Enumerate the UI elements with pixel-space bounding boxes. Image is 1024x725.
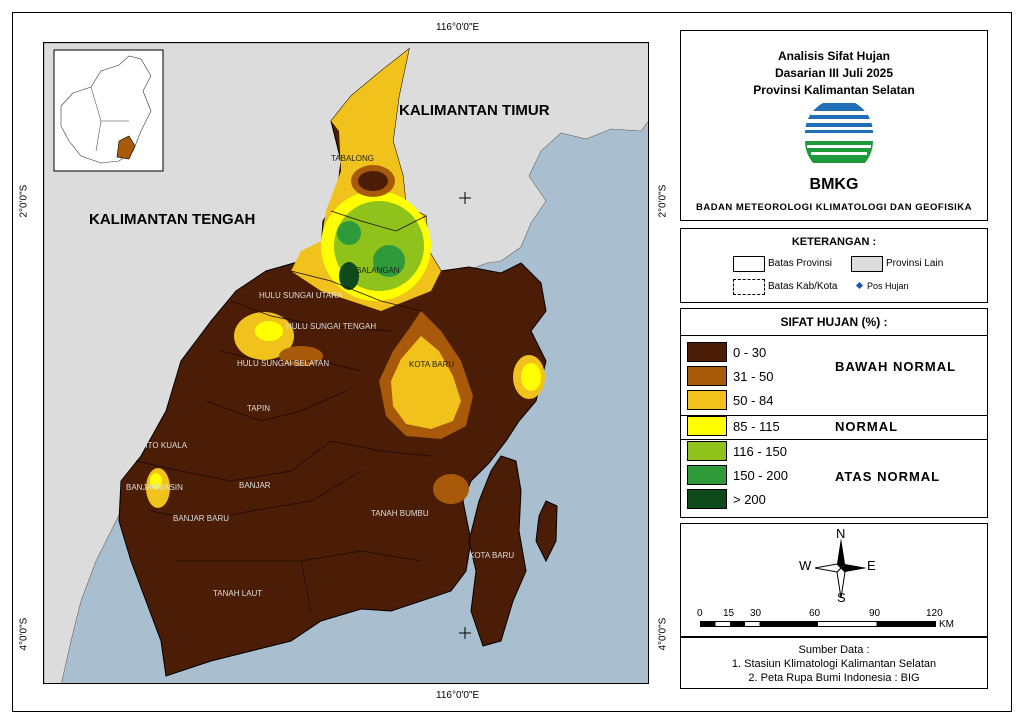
- pos-hujan-label: Pos Hujan: [867, 281, 909, 291]
- label-kaltim: KALIMANTAN TIMUR: [399, 102, 550, 119]
- legend-swatch-1: [687, 366, 727, 386]
- provinsi-lain-label: Provinsi Lain: [886, 258, 944, 269]
- title-panel: Analisis Sifat Hujan Dasarian III Juli 2…: [680, 30, 988, 221]
- zone-0-30-tabalong: [358, 171, 388, 191]
- label-tanahlaut: TANAH LAUT: [213, 589, 262, 598]
- zone-31-50-tanahbumbu: [433, 474, 469, 504]
- legend-swatch-0: [687, 342, 727, 362]
- sumber-title: Sumber Data :: [798, 644, 870, 656]
- rainfall-map: TABALONG BALANGAN HULU SUNGAI UTARA HULU…: [43, 42, 649, 684]
- zone-50-84-kotabaru: [391, 336, 461, 429]
- legend-range-1: 31 - 50: [733, 369, 774, 384]
- compass-w: W: [799, 558, 812, 573]
- scale-tick-0: 0: [697, 608, 703, 619]
- coord-right-lower: 4°0'0"S: [657, 617, 669, 651]
- graticule-marks: [459, 192, 471, 639]
- batas-provinsi-label: Batas Provinsi: [768, 258, 832, 269]
- coord-right-upper: 2°0'0"S: [657, 184, 669, 218]
- legend-range-4: 116 - 150: [733, 444, 787, 459]
- divider-normal-atas: [681, 439, 987, 440]
- sifat-title-divider: [681, 335, 987, 336]
- sumber-line-1: 1. Stasiun Klimatologi Kalimantan Selata…: [731, 658, 937, 670]
- batas-kab-label: Batas Kab/Kota: [768, 281, 838, 292]
- label-hst: HULU SUNGAI TENGAH: [286, 322, 376, 331]
- label-kotabaru: KOTA BARU: [409, 360, 454, 369]
- pulau-laut: [468, 455, 527, 647]
- sifat-hujan-panel: SIFAT HUJAN (%) : 0 - 30 31 - 50 50 - 84…: [680, 308, 988, 518]
- map-canvas: TABALONG BALANGAN HULU SUNGAI UTARA HULU…: [44, 43, 648, 683]
- legend-range-0: 0 - 30: [733, 345, 767, 360]
- sumber-line-2: 2. Peta Rupa Bumi Indonesia : BIG: [748, 672, 920, 684]
- map-frame: [12, 12, 1012, 712]
- legend-swatch-5: [687, 465, 727, 485]
- scale-tick-3: 60: [809, 608, 821, 619]
- agency-name: BADAN METEOROLOGI KLIMATOLOGI DAN GEOFIS…: [695, 202, 973, 213]
- legend-range-5: 150 - 200: [733, 468, 788, 483]
- bmkg-logo-text: BMKG: [809, 176, 859, 193]
- legend-swatch-3: [687, 416, 727, 436]
- legend-range-6: > 200: [733, 492, 766, 507]
- scale-tick-5: 120: [926, 608, 943, 619]
- district-labels: TABALONG BALANGAN HULU SUNGAI UTARA HULU…: [126, 154, 514, 598]
- legend-range-2: 50 - 84: [733, 393, 774, 408]
- provinsi-lain-swatch: [851, 256, 883, 272]
- zone-85-115-east: [521, 363, 541, 391]
- legend-swatch-2: [687, 390, 727, 410]
- coord-top: 116°0'0"E: [436, 22, 480, 33]
- zone-150-200-a: [373, 245, 405, 277]
- label-hsu: HULU SUNGAI UTARA: [259, 291, 343, 300]
- kalsel-land: [118, 47, 547, 677]
- zone-150-200-b: [337, 221, 361, 245]
- inset-map: [53, 49, 164, 172]
- coord-left-lower: 4°0'0"S: [18, 617, 30, 651]
- batas-kab-swatch: [733, 279, 765, 295]
- label-baritokuala: BARITO KUALA: [129, 441, 188, 450]
- scale-tick-1: 15: [723, 608, 735, 619]
- batas-provinsi-swatch: [733, 256, 765, 272]
- label-banjar: BANJAR: [239, 481, 271, 490]
- keterangan-title: KETERANGAN :: [791, 236, 877, 248]
- title-line-2: Dasarian III Juli 2025: [774, 66, 894, 80]
- pos-hujan-icon: [855, 281, 864, 290]
- zone-85-115-banjarmasin: [150, 473, 162, 489]
- divider-bawah-normal: [681, 415, 987, 416]
- coord-bottom: 116°0'0"E: [436, 690, 480, 701]
- legend-range-3: 85 - 115: [733, 419, 780, 434]
- scale-tick-4: 90: [869, 608, 881, 619]
- label-tapin: TAPIN: [247, 404, 270, 413]
- label-banjarbaru: BANJAR BARU: [173, 514, 229, 523]
- kabkota-boundaries: [135, 210, 432, 612]
- pulau-sebuku: [535, 500, 558, 563]
- coord-left-upper: 2°0'0"S: [18, 184, 30, 218]
- category-normal: NORMAL: [835, 419, 899, 434]
- zone-85-115-hst: [255, 321, 283, 341]
- sifat-hujan-title: SIFAT HUJAN (%) :: [780, 315, 888, 329]
- category-atas-normal: ATAS NORMAL: [835, 469, 941, 484]
- scale-bar: [700, 621, 936, 627]
- label-kalteng: KALIMANTAN TENGAH: [89, 211, 255, 228]
- sumber-data-panel: Sumber Data : 1. Stasiun Klimatologi Kal…: [680, 637, 988, 689]
- zone-over-200: [339, 262, 359, 290]
- label-tanahbumbu: TANAH BUMBU: [371, 509, 429, 518]
- category-bawah-normal: BAWAH NORMAL: [835, 359, 957, 374]
- label-balangan: BALANGAN: [356, 266, 400, 275]
- keterangan-panel: KETERANGAN : Batas Provinsi Provinsi Lai…: [680, 228, 988, 303]
- compass-e: E: [867, 558, 876, 573]
- bmkg-logo: [805, 103, 873, 163]
- compass-s: S: [837, 590, 846, 605]
- scale-tick-2: 30: [750, 608, 762, 619]
- label-kotabaru-2: KOTA BARU: [469, 551, 514, 560]
- label-tabalong: TABALONG: [331, 154, 374, 163]
- compass-scale-panel: N S W E 0 15 30 60 90 120 KM: [680, 523, 988, 637]
- north-arrow-icon: [814, 538, 867, 599]
- title-line-1: Analisis Sifat Hujan: [777, 49, 891, 63]
- label-banjarmasin: BANJARMASIN: [126, 483, 183, 492]
- title-line-3: Provinsi Kalimantan Selatan: [753, 83, 915, 97]
- label-hss: HULU SUNGAI SELATAN: [237, 359, 329, 368]
- legend-swatch-4: [687, 441, 727, 461]
- scale-unit: KM: [939, 619, 954, 630]
- compass-n: N: [836, 526, 846, 541]
- legend-swatch-6: [687, 489, 727, 509]
